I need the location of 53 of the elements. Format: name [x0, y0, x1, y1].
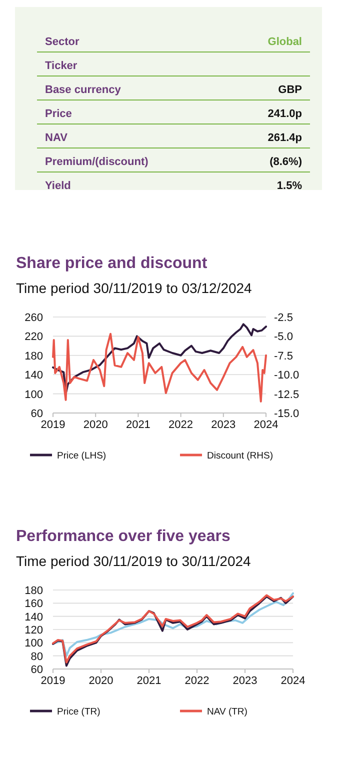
y2-tick-label: -2.5: [274, 312, 293, 324]
chart-title: Share price and discount: [16, 255, 208, 272]
x-tick-label: 2021: [126, 419, 150, 431]
y-tick-label: 140: [24, 370, 43, 382]
y2-tick-label: -10.0: [274, 370, 300, 382]
chart-subtitle: Time period 30/11/2019 to 03/12/2024: [16, 280, 252, 296]
line-series: [52, 332, 267, 402]
category-label: Ticker: [45, 60, 78, 72]
x-tick-label: 2020: [88, 675, 114, 687]
category-label: Sector: [45, 36, 80, 48]
y2-tick-label: -7.5: [274, 350, 293, 362]
y2-tick-label: -15.0: [274, 408, 300, 420]
y-tick-label: 180: [24, 585, 43, 597]
category-label: Premium/(discount): [45, 156, 149, 168]
category-label: NAV: [45, 132, 68, 144]
category-label: Base currency: [45, 84, 122, 96]
legend-label: Price (TR): [57, 706, 100, 718]
text: Global: [268, 36, 302, 48]
y-tick-label: 180: [24, 350, 43, 362]
x-tick-label: 2020: [83, 419, 108, 431]
y2-tick-label: -12.5: [274, 388, 300, 401]
text: GBP: [278, 84, 302, 96]
legend-label: Discount (RHS): [207, 450, 273, 462]
y-tick-label: 160: [24, 598, 43, 610]
x-tick-label: 2024: [280, 675, 306, 687]
x-tick-label: 2021: [136, 675, 162, 687]
text: 261.4p: [268, 132, 302, 144]
x-tick-label: 2019: [40, 675, 66, 687]
text: 1.5%: [276, 180, 302, 192]
category-label: Price: [45, 108, 72, 120]
y-tick-label: 80: [30, 650, 43, 663]
text: 241.0p: [268, 108, 302, 120]
chart-title: Performance over five years: [16, 528, 230, 545]
legend-label: NAV (TR): [207, 706, 248, 718]
x-tick-label: 2024: [254, 419, 278, 431]
y2-tick-label: -5.0: [274, 331, 293, 344]
y-tick-label: 220: [24, 331, 43, 344]
y-tick-label: 100: [24, 388, 43, 401]
y-tick-label: 100: [24, 638, 43, 650]
chart-subtitle: Time period 30/11/2019 to 30/11/2024: [16, 553, 252, 569]
x-tick-label: 2023: [232, 675, 258, 687]
x-tick-label: 2022: [184, 675, 210, 687]
x-tick-label: 2023: [211, 419, 236, 431]
y-tick-label: 260: [24, 312, 43, 324]
legend-label: Price (LHS): [57, 450, 106, 462]
x-tick-label: 2019: [40, 419, 66, 431]
category-label: Yield: [45, 180, 71, 192]
y-tick-label: 140: [24, 611, 43, 624]
y-tick-label: 60: [30, 408, 43, 420]
text: (8.6%): [270, 156, 302, 168]
y-tick-label: 60: [30, 664, 43, 676]
x-tick-label: 2022: [168, 419, 194, 431]
y-tick-label: 120: [24, 624, 43, 636]
